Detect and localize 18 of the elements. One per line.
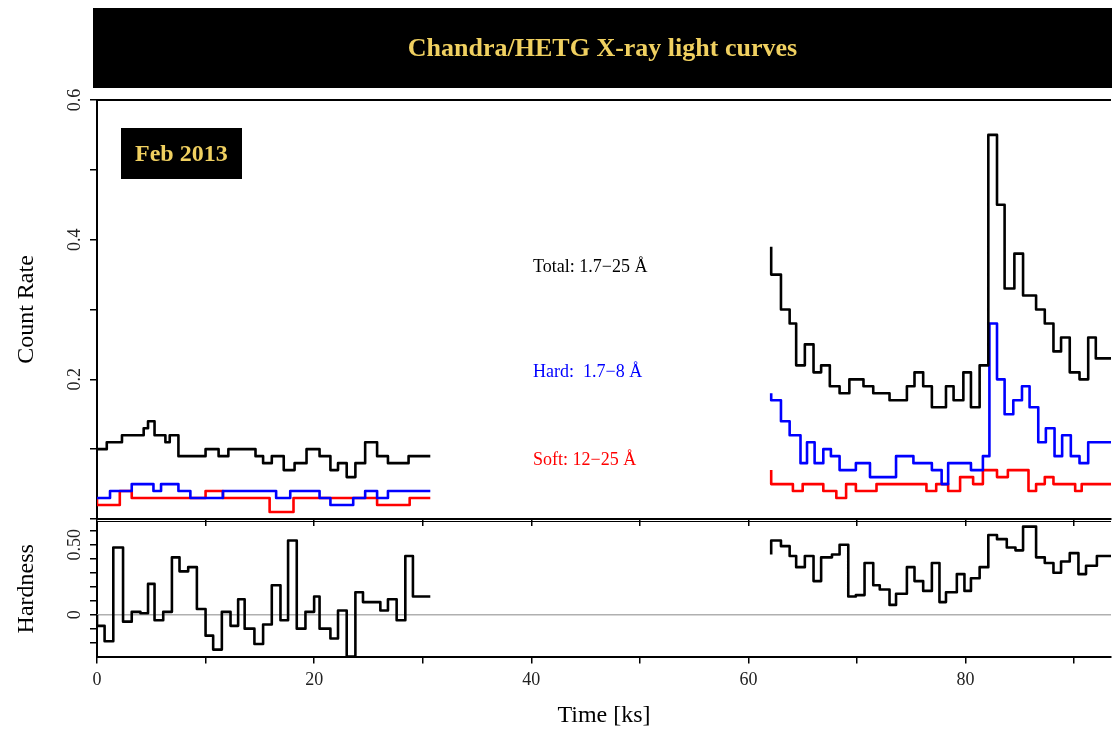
text: Soft: 12−25 Å <box>533 449 637 470</box>
x-tick-label: 80 <box>956 669 975 690</box>
x-tick-label: 0 <box>92 669 102 690</box>
annotation: Feb 2013 <box>121 128 242 179</box>
y-tick-label: 0.6 <box>63 88 84 112</box>
text: Hard: 1.7−8 Å <box>533 361 643 382</box>
y-tick-label: 0.4 <box>63 228 84 251</box>
y-tick-label: 0 <box>63 610 84 620</box>
x-axis-title: Time [ks] <box>557 700 651 727</box>
text: Total: 1.7−25 Å <box>533 256 648 277</box>
x-tick-label: 20 <box>305 669 324 690</box>
x-tick-label: 60 <box>739 669 758 690</box>
y-tick-label: 0.50 <box>63 529 84 561</box>
y-axis-title: Count Rate <box>11 255 38 364</box>
y-axis-title: Hardness <box>11 544 38 634</box>
chart-title: Chandra/HETG X-ray light curves <box>93 8 1112 88</box>
x-tick-label: 40 <box>522 669 541 690</box>
y-tick-label: 0.2 <box>63 368 84 391</box>
